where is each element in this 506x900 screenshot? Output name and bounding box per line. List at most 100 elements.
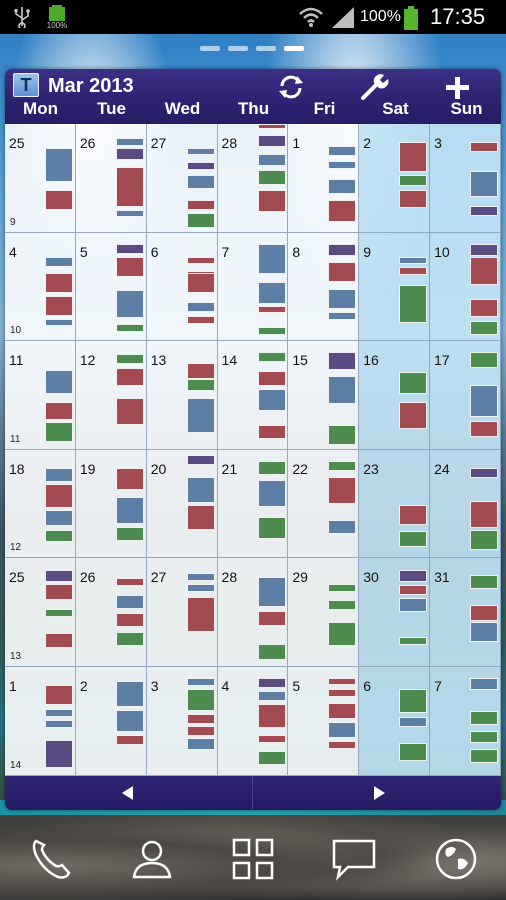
messaging-icon[interactable] xyxy=(330,835,378,883)
day-cell[interactable]: 25 13 xyxy=(5,558,76,667)
event-block[interactable] xyxy=(399,743,428,761)
event-block[interactable] xyxy=(470,142,499,152)
event-block[interactable] xyxy=(328,288,357,309)
event-block[interactable] xyxy=(45,148,73,182)
event-block[interactable] xyxy=(45,720,73,728)
day-cell[interactable]: 4 10 xyxy=(5,232,76,342)
event-block[interactable] xyxy=(328,261,357,282)
event-block[interactable] xyxy=(186,379,215,392)
event-block[interactable] xyxy=(399,504,428,525)
event-block[interactable] xyxy=(45,509,73,526)
day-cell[interactable]: 7 xyxy=(217,232,289,342)
event-block[interactable] xyxy=(328,460,357,471)
event-block[interactable] xyxy=(186,584,215,593)
event-block[interactable] xyxy=(470,575,499,590)
day-cell[interactable]: 6 xyxy=(146,232,218,342)
event-block[interactable] xyxy=(115,138,144,146)
event-block[interactable] xyxy=(328,179,357,194)
event-block[interactable] xyxy=(186,454,215,465)
day-cell[interactable]: 24 xyxy=(430,449,501,559)
event-block[interactable] xyxy=(186,573,215,582)
event-block[interactable] xyxy=(186,738,215,750)
apps-grid-icon[interactable] xyxy=(229,835,277,883)
event-block[interactable] xyxy=(45,483,73,508)
event-block[interactable] xyxy=(257,425,286,440)
event-block[interactable] xyxy=(45,529,73,542)
event-block[interactable] xyxy=(328,476,357,504)
event-block[interactable] xyxy=(257,577,286,608)
event-block[interactable] xyxy=(115,613,144,628)
month-title[interactable]: Mar 2013 xyxy=(48,75,134,97)
day-cell[interactable]: 20 xyxy=(146,449,218,559)
event-block[interactable] xyxy=(328,722,357,738)
event-block[interactable] xyxy=(257,326,286,335)
event-block[interactable] xyxy=(115,496,144,524)
day-cell[interactable]: 8 xyxy=(288,232,360,342)
day-cell[interactable]: 23 xyxy=(359,449,431,559)
event-block[interactable] xyxy=(257,704,286,728)
event-block[interactable] xyxy=(45,570,73,583)
day-cell[interactable]: 18 12 xyxy=(5,449,76,559)
event-block[interactable] xyxy=(399,637,428,646)
day-cell[interactable]: 4 xyxy=(217,667,289,776)
event-block[interactable] xyxy=(115,710,144,732)
event-block[interactable] xyxy=(470,421,499,438)
day-cell[interactable]: 17 xyxy=(430,341,501,450)
event-block[interactable] xyxy=(399,266,428,275)
event-block[interactable] xyxy=(186,726,215,736)
event-block[interactable] xyxy=(115,148,144,160)
day-cell[interactable]: 7 xyxy=(430,667,501,776)
event-block[interactable] xyxy=(45,402,73,421)
event-block[interactable] xyxy=(470,500,499,528)
event-block[interactable] xyxy=(45,422,73,443)
event-block[interactable] xyxy=(470,622,499,643)
event-block[interactable] xyxy=(399,530,428,547)
event-block[interactable] xyxy=(399,284,428,323)
day-cell[interactable]: 3 xyxy=(430,124,501,233)
event-block[interactable] xyxy=(115,354,144,365)
event-block[interactable] xyxy=(470,749,499,763)
event-block[interactable] xyxy=(186,301,215,312)
previous-month-button[interactable] xyxy=(5,776,253,810)
day-cell[interactable]: 14 xyxy=(217,341,289,450)
event-block[interactable] xyxy=(257,170,286,185)
event-block[interactable] xyxy=(257,135,286,147)
event-block[interactable] xyxy=(115,735,144,745)
event-block[interactable] xyxy=(470,711,499,725)
event-block[interactable] xyxy=(186,476,215,503)
contacts-icon[interactable] xyxy=(128,835,176,883)
event-block[interactable] xyxy=(186,714,215,724)
event-block[interactable] xyxy=(115,243,144,254)
day-cell[interactable]: 29 xyxy=(288,558,360,667)
event-block[interactable] xyxy=(186,363,215,380)
event-block[interactable] xyxy=(470,529,499,550)
day-cell[interactable]: 25 9 xyxy=(5,124,76,233)
event-block[interactable] xyxy=(328,689,357,697)
event-block[interactable] xyxy=(328,161,357,169)
day-cell[interactable]: 28 xyxy=(217,124,289,233)
event-block[interactable] xyxy=(399,175,428,186)
event-block[interactable] xyxy=(115,578,144,587)
event-block[interactable] xyxy=(470,298,499,317)
event-block[interactable] xyxy=(399,689,428,713)
event-block[interactable] xyxy=(257,516,286,539)
event-block[interactable] xyxy=(257,751,286,765)
sync-icon[interactable] xyxy=(275,72,307,102)
event-block[interactable] xyxy=(115,398,144,426)
day-cell[interactable]: 15 xyxy=(288,341,360,450)
day-cell[interactable]: 3 xyxy=(146,667,218,776)
event-block[interactable] xyxy=(399,190,428,208)
event-block[interactable] xyxy=(328,352,357,371)
event-block[interactable] xyxy=(257,611,286,627)
event-block[interactable] xyxy=(470,206,499,216)
event-block[interactable] xyxy=(328,311,357,320)
event-block[interactable] xyxy=(328,200,357,222)
event-block[interactable] xyxy=(257,352,286,363)
event-block[interactable] xyxy=(328,741,357,749)
event-block[interactable] xyxy=(45,272,73,293)
event-block[interactable] xyxy=(470,352,499,369)
day-cell[interactable]: 6 xyxy=(359,667,431,776)
day-cell[interactable]: 13 xyxy=(146,341,218,450)
event-block[interactable] xyxy=(186,678,215,686)
event-block[interactable] xyxy=(257,190,286,212)
